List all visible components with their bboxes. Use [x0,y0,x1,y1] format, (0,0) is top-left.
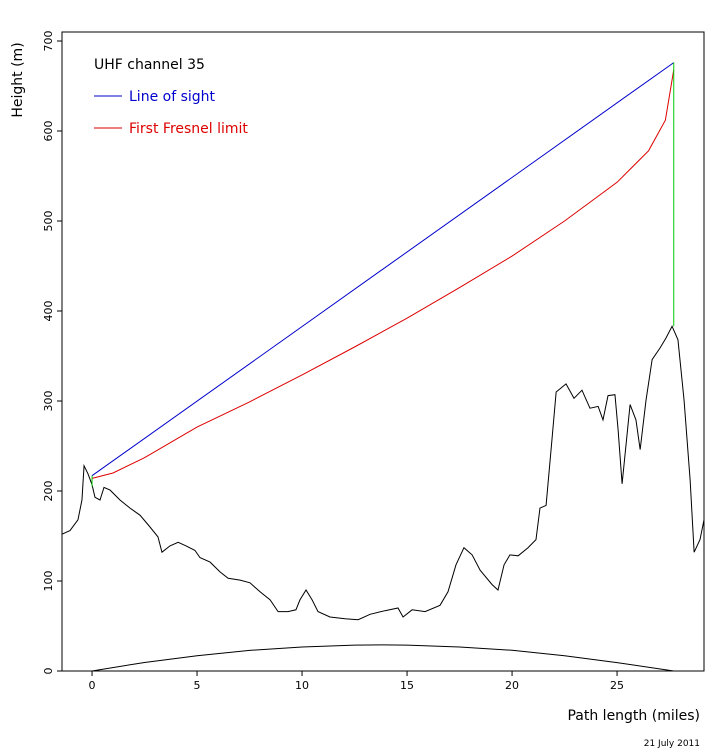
x-tick-label: 25 [610,679,624,692]
x-axis-label: Path length (miles) [567,708,700,724]
series-line [61,325,705,621]
y-tick-label: 400 [42,301,55,322]
x-tick-label: 5 [194,679,201,692]
legend-label: Line of sight [129,89,216,105]
x-tick-label: 20 [505,679,519,692]
series-line [91,644,674,672]
y-tick-label: 600 [42,121,55,142]
y-tick-label: 100 [42,571,55,592]
series-line [91,69,675,479]
legend-label: First Fresnel limit [129,121,248,137]
x-tick-label: 10 [295,679,309,692]
y-tick-label: 300 [42,391,55,412]
x-tick-label: 0 [89,679,96,692]
x-tick-label: 15 [400,679,414,692]
legend-title: UHF channel 35 [94,57,205,73]
y-axis-label: Height (m) [10,42,26,117]
y-tick-label: 200 [42,481,55,502]
y-tick-label: 500 [42,211,55,232]
y-tick-label: 0 [42,668,55,675]
date: 21 July 2011 [644,739,700,749]
series-line [91,62,675,477]
y-tick-label: 700 [42,31,55,52]
plot-frame [61,31,705,672]
